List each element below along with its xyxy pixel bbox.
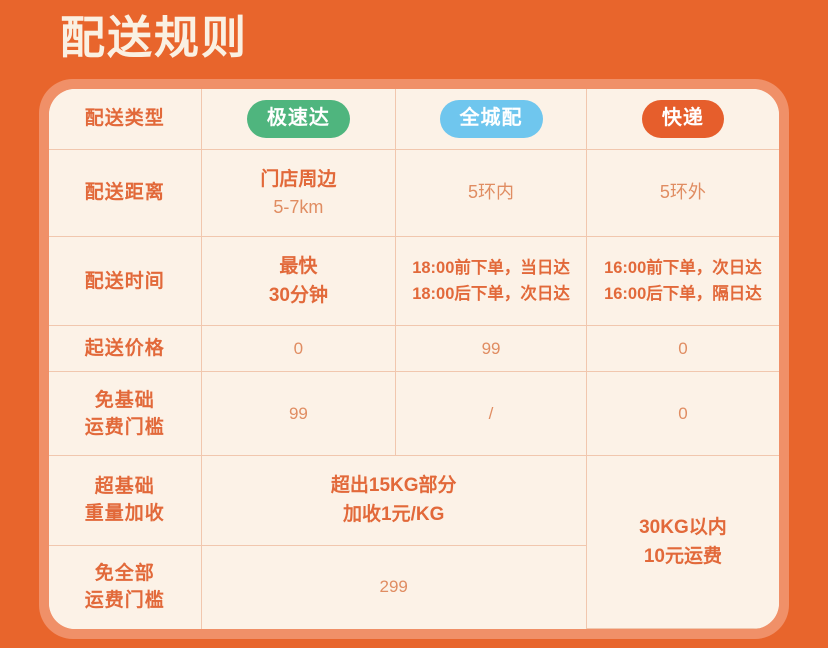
badge-express[interactable]: 极速达 <box>246 99 350 138</box>
cell-line-2: 30分钟 <box>268 285 328 307</box>
row-label-free-base-shipping: 免基础 运费门槛 <box>49 371 202 457</box>
cell-distance-express: 门店周边 5-7km <box>200 148 397 237</box>
cell-freebase-express: 99 <box>200 371 397 457</box>
cell-badge-citywide: 全城配 <box>395 89 587 150</box>
cell-line-2: 10元运费 <box>643 546 722 567</box>
cell-time-citywide: 18:00前下单，当日达 18:00后下单，次日达 <box>395 235 587 327</box>
cell-distance-courier: 5环外 <box>585 148 779 237</box>
table-row-free-all-shipping: 免全部 运费门槛 299 <box>49 544 779 629</box>
cell-value: 5环内 <box>468 182 515 203</box>
row-label-overweight-surcharge: 超基础 重量加收 <box>49 455 202 546</box>
row-label-delivery-time: 配送时间 <box>49 235 202 327</box>
row-label-line-2: 运费门槛 <box>84 590 165 612</box>
page-title: 配送规则 <box>60 12 249 63</box>
cell-distance-citywide: 5环内 <box>395 148 587 237</box>
cell-line-1: 30KG以内 <box>639 517 727 538</box>
cell-time-express: 最快 30分钟 <box>200 235 397 327</box>
cell-value: 0 <box>678 403 688 423</box>
row-label-text: 配送时间 <box>84 270 165 292</box>
table-row-overweight-surcharge: 超基础 重量加收 超出15KG部分 加收1元/KG 30KG以内 10元运费 <box>49 455 779 629</box>
cell-freeall-merged: 299 <box>200 544 587 629</box>
cell-minprice-courier: 0 <box>585 325 779 373</box>
row-label-delivery-type: 配送类型 <box>49 89 202 150</box>
cell-value: 299 <box>379 577 408 597</box>
row-label-delivery-distance: 配送距离 <box>49 148 202 237</box>
cell-line-1: 最快 <box>279 256 318 278</box>
cell-freebase-courier: 0 <box>585 371 779 457</box>
cell-time-courier: 16:00前下单，次日达 16:00后下单，隔日达 <box>585 235 779 327</box>
cell-line-1: 门店周边 <box>260 168 337 190</box>
cell-line-2: 16:00后下单，隔日达 <box>604 285 762 304</box>
cell-freebase-citywide: / <box>395 371 587 457</box>
badge-citywide[interactable]: 全城配 <box>439 99 543 138</box>
cell-value: / <box>488 403 494 423</box>
cell-value: 0 <box>678 338 688 358</box>
row-label-line-1: 超基础 <box>94 476 155 498</box>
cell-minprice-citywide: 99 <box>395 325 587 373</box>
row-label-line-1: 免全部 <box>94 563 155 585</box>
delivery-rules-table: 配送类型 极速达 全城配 快递 <box>49 89 779 629</box>
cell-value: 99 <box>481 338 501 358</box>
row-label-text: 配送距离 <box>84 182 165 204</box>
table-row-minimum-price: 起送价格 0 99 0 <box>49 325 779 373</box>
cell-line-2: 加收1元/KG <box>343 504 445 526</box>
cell-line-2: 5-7km <box>273 196 324 217</box>
row-label-line-2: 重量加收 <box>84 503 165 525</box>
table-row-delivery-distance: 配送距离 门店周边 5-7km 5环内 5环外 <box>49 148 779 237</box>
cell-value: 5环外 <box>659 182 706 203</box>
row-label-minimum-price: 起送价格 <box>49 325 202 373</box>
cell-minprice-express: 0 <box>200 325 397 373</box>
table-row-delivery-type: 配送类型 极速达 全城配 快递 <box>49 89 779 150</box>
row-label-text: 配送类型 <box>84 108 165 130</box>
row-label-free-all-shipping: 免全部 运费门槛 <box>49 544 202 629</box>
cell-overweight-merged: 超出15KG部分 加收1元/KG <box>200 455 587 546</box>
row-label-line-2: 运费门槛 <box>84 416 165 438</box>
cell-value: 99 <box>288 403 308 423</box>
rules-table-frame: 配送类型 极速达 全城配 快递 <box>39 79 789 639</box>
rules-table-card: 配送类型 极速达 全城配 快递 <box>49 89 779 629</box>
cell-line-2: 18:00后下单，次日达 <box>412 285 570 304</box>
row-label-line-1: 免基础 <box>94 389 155 411</box>
cell-badge-express: 极速达 <box>200 89 397 150</box>
row-label-text: 起送价格 <box>84 338 165 360</box>
table-row-delivery-time: 配送时间 最快 30分钟 18:00前下单，当日达 18:00后下单，次日达 1… <box>49 235 779 327</box>
cell-value: 0 <box>293 338 304 358</box>
cell-line-1: 16:00前下单，次日达 <box>604 259 762 278</box>
cell-overweight-courier: 30KG以内 10元运费 <box>585 455 779 629</box>
table-row-free-base-shipping: 免基础 运费门槛 99 / 0 <box>49 371 779 457</box>
cell-line-1: 18:00前下单，当日达 <box>412 259 570 278</box>
cell-badge-courier: 快递 <box>585 89 779 150</box>
cell-line-1: 超出15KG部分 <box>330 475 457 497</box>
badge-courier[interactable]: 快递 <box>641 99 724 138</box>
